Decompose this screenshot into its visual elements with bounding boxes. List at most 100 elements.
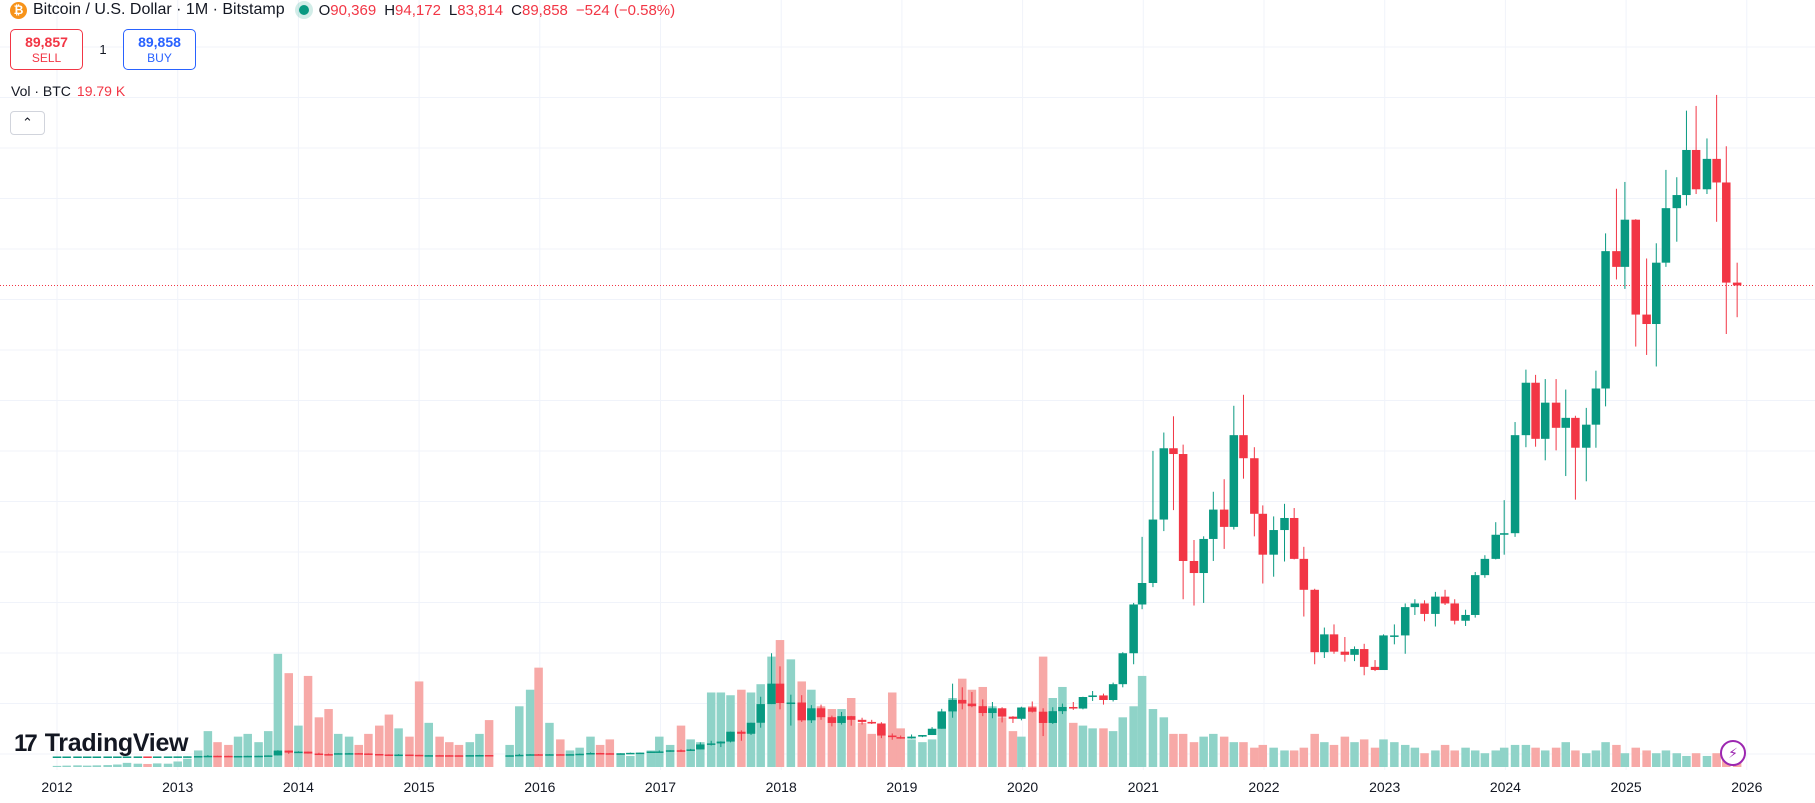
candle-body (545, 754, 554, 756)
candle-body (1672, 195, 1682, 209)
volume-bar (183, 758, 192, 767)
candle-body (1099, 695, 1108, 701)
candle-body (1480, 558, 1490, 576)
candle-body (1390, 635, 1399, 637)
volume-bar (1420, 753, 1429, 767)
tradingview-logo-icon: 17 (14, 729, 38, 757)
candle-body (122, 756, 132, 758)
candle-body (1320, 634, 1329, 653)
x-tick-label: 2014 (283, 779, 314, 795)
candle-body (1129, 604, 1138, 654)
candle-body (1631, 219, 1641, 315)
candle-body (1491, 534, 1500, 559)
candle-body (324, 754, 333, 756)
candle-body (284, 750, 293, 753)
candle-body (605, 753, 615, 755)
symbol-title[interactable]: Bitcoin / U.S. Dollar · 1M · Bitstamp (33, 1, 285, 18)
candle-body (1652, 262, 1661, 325)
volume-bar (1440, 744, 1450, 767)
candle-body (1350, 649, 1359, 655)
volume-bar (1258, 744, 1268, 767)
candle-body (354, 753, 363, 755)
candle-body (1137, 582, 1147, 605)
candle-body (1440, 596, 1450, 604)
candle-body (364, 753, 373, 755)
candle-body (314, 753, 324, 756)
volume-bar (1400, 744, 1410, 767)
volume-bar (958, 678, 967, 767)
volume-bar (1702, 755, 1712, 767)
candle-body (1078, 697, 1088, 709)
volume-bar (1540, 750, 1550, 767)
volume-bar (1129, 706, 1138, 767)
ohlc-open: O90,369 (318, 1, 377, 19)
lightning-icon[interactable]: ⚡ (1720, 740, 1746, 766)
candle-body (907, 736, 916, 739)
candle-body (1178, 454, 1188, 561)
candle-body (565, 754, 575, 756)
candle-body (918, 735, 927, 737)
candle-body (92, 756, 102, 758)
candle-body (1159, 448, 1169, 520)
candle-body (1702, 158, 1712, 190)
candle-body (556, 754, 565, 756)
candle-body (1219, 509, 1229, 527)
volume-bar (152, 763, 162, 767)
candle-body (1661, 208, 1671, 263)
volume-bar (1612, 744, 1621, 767)
candle-body (103, 756, 112, 758)
candle-body (1008, 716, 1018, 719)
chevron-up-icon: ⌃ (22, 115, 33, 130)
volume-bar (1379, 739, 1388, 767)
candle-body (1189, 560, 1199, 574)
candle-body (1038, 711, 1048, 723)
volume-bar (375, 725, 384, 767)
volume-bar (1712, 753, 1721, 767)
volume-bar (1521, 744, 1531, 767)
tradingview-logo[interactable]: 17 TradingView (14, 729, 189, 758)
chart-grid (0, 0, 1815, 770)
candle-body (896, 737, 905, 739)
volume-bar (896, 728, 905, 767)
volume-bar (1561, 742, 1570, 767)
volume-bar (1470, 750, 1480, 767)
volume-bar (927, 739, 937, 767)
collapse-legend-button[interactable]: ⌃ (10, 111, 45, 135)
candle-body (1461, 614, 1470, 621)
candle-body (1400, 607, 1410, 636)
x-tick-label: 2016 (524, 779, 555, 795)
candle-body (344, 753, 354, 755)
sell-button[interactable]: 89,857 SELL (10, 29, 83, 70)
candle-body (706, 743, 716, 745)
candle-body (1340, 651, 1350, 655)
candle-body (1359, 649, 1369, 667)
candle-body (807, 708, 816, 721)
volume-bar (767, 656, 776, 767)
volume-bar (918, 742, 927, 767)
candle-body (152, 756, 162, 758)
volume-bar (1008, 731, 1018, 767)
candle-body (746, 722, 756, 734)
volume-bar (937, 711, 946, 767)
candle-body (1148, 519, 1158, 583)
candle-body (575, 753, 584, 756)
volume-bar (163, 763, 173, 767)
candle-body (52, 756, 62, 758)
candle-body (737, 731, 746, 734)
quantity-value[interactable]: 1 (99, 42, 107, 57)
volume-bar (1642, 750, 1651, 767)
candle-body (665, 750, 675, 752)
buy-button[interactable]: 89,858 BUY (123, 29, 196, 70)
volume-bar (314, 717, 324, 767)
volume-legend[interactable]: Vol · BTC 19.79 K (11, 83, 125, 99)
volume-bar (254, 742, 263, 767)
volume-bar (465, 742, 475, 767)
volume-bar (1410, 747, 1420, 767)
volume-bar (333, 733, 343, 767)
candle-body (767, 683, 776, 705)
market-status-icon[interactable] (298, 5, 309, 15)
volume-bar (1099, 728, 1108, 767)
volume-bar (324, 709, 333, 767)
volume-bar (1491, 750, 1500, 767)
